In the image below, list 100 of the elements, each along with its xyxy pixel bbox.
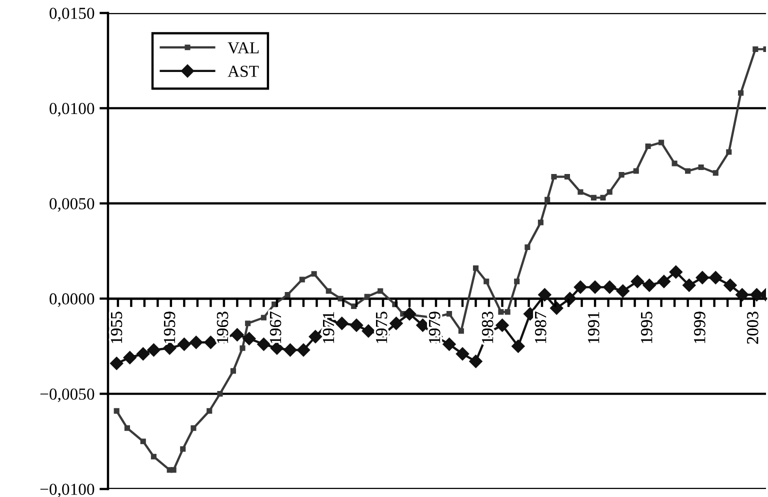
point bbox=[642, 278, 656, 292]
point bbox=[240, 345, 246, 351]
point bbox=[299, 276, 305, 282]
point bbox=[458, 328, 464, 334]
point bbox=[350, 318, 364, 332]
y-tick-label: 0,0000 bbox=[50, 293, 94, 307]
point bbox=[257, 338, 270, 351]
point bbox=[308, 330, 322, 344]
y-tick-label: 0,0150 bbox=[50, 8, 94, 22]
point bbox=[574, 280, 588, 294]
point bbox=[658, 140, 664, 146]
x-tick-label: 1959 bbox=[164, 312, 176, 343]
point bbox=[469, 354, 482, 368]
x-tick-label: 2003 bbox=[746, 312, 758, 344]
point bbox=[657, 274, 671, 288]
point bbox=[190, 336, 203, 349]
x-tick-label: 1987 bbox=[534, 312, 546, 343]
point bbox=[296, 343, 310, 357]
point bbox=[616, 284, 630, 298]
point bbox=[551, 174, 557, 180]
point bbox=[538, 220, 544, 226]
point bbox=[603, 280, 616, 294]
point bbox=[618, 172, 624, 178]
point bbox=[140, 438, 146, 444]
point bbox=[390, 316, 403, 330]
x-tick-label: 1975 bbox=[376, 312, 388, 343]
point bbox=[362, 324, 376, 338]
point bbox=[498, 309, 504, 315]
point bbox=[270, 342, 284, 355]
point bbox=[114, 408, 120, 414]
point bbox=[446, 311, 452, 317]
point bbox=[230, 328, 244, 342]
point bbox=[178, 338, 191, 351]
point bbox=[123, 351, 136, 364]
legend-label: AST bbox=[228, 66, 259, 77]
x-tick-label: 1999 bbox=[694, 312, 706, 343]
point bbox=[504, 309, 510, 315]
point bbox=[512, 340, 525, 353]
point bbox=[724, 278, 737, 292]
point bbox=[351, 303, 357, 309]
point bbox=[136, 347, 150, 360]
point bbox=[590, 194, 596, 200]
point bbox=[416, 318, 430, 332]
point bbox=[326, 288, 332, 294]
point bbox=[564, 174, 570, 180]
point bbox=[563, 292, 576, 306]
point bbox=[669, 265, 682, 279]
point bbox=[150, 454, 156, 460]
point bbox=[245, 320, 251, 326]
y-tick-label: −0,0100 bbox=[40, 484, 94, 497]
point bbox=[378, 288, 384, 294]
point bbox=[630, 274, 644, 288]
point bbox=[311, 271, 317, 277]
x-tick-label: 1995 bbox=[641, 312, 652, 343]
point bbox=[442, 338, 456, 351]
point bbox=[364, 294, 370, 300]
x-tick-label: 1983 bbox=[482, 312, 494, 343]
point bbox=[606, 189, 612, 195]
x-tick-label: 1971 bbox=[322, 312, 334, 343]
point bbox=[484, 278, 490, 284]
point bbox=[204, 336, 218, 349]
x-tick-label: 1963 bbox=[216, 312, 228, 343]
point bbox=[163, 342, 176, 355]
point bbox=[524, 244, 530, 250]
point bbox=[696, 271, 709, 284]
point bbox=[496, 318, 509, 332]
x-tick-label: 1979 bbox=[428, 312, 440, 343]
point bbox=[260, 314, 266, 320]
point bbox=[645, 144, 651, 150]
point bbox=[550, 302, 564, 315]
point bbox=[514, 278, 520, 284]
point bbox=[600, 194, 606, 200]
point bbox=[672, 160, 678, 166]
point bbox=[712, 170, 718, 176]
point bbox=[456, 347, 470, 360]
point bbox=[206, 408, 212, 414]
y-tick-label: 0,0050 bbox=[50, 198, 94, 212]
point bbox=[736, 288, 749, 302]
point bbox=[682, 278, 696, 292]
point bbox=[110, 356, 124, 370]
point bbox=[709, 271, 722, 284]
point bbox=[726, 149, 732, 155]
point bbox=[190, 425, 196, 431]
point bbox=[147, 343, 160, 357]
point bbox=[685, 168, 691, 174]
legend-label: VAL bbox=[228, 42, 259, 54]
x-tick-label: 1967 bbox=[270, 312, 282, 343]
point bbox=[538, 288, 552, 302]
point bbox=[284, 343, 297, 357]
point bbox=[180, 446, 186, 452]
x-tick-label: 1991 bbox=[588, 312, 600, 343]
point bbox=[738, 90, 744, 96]
point bbox=[217, 391, 223, 397]
point bbox=[698, 164, 704, 170]
point bbox=[544, 196, 550, 202]
point bbox=[124, 425, 130, 431]
point bbox=[633, 168, 639, 174]
point bbox=[242, 332, 256, 346]
point bbox=[588, 280, 602, 294]
point bbox=[752, 46, 758, 52]
